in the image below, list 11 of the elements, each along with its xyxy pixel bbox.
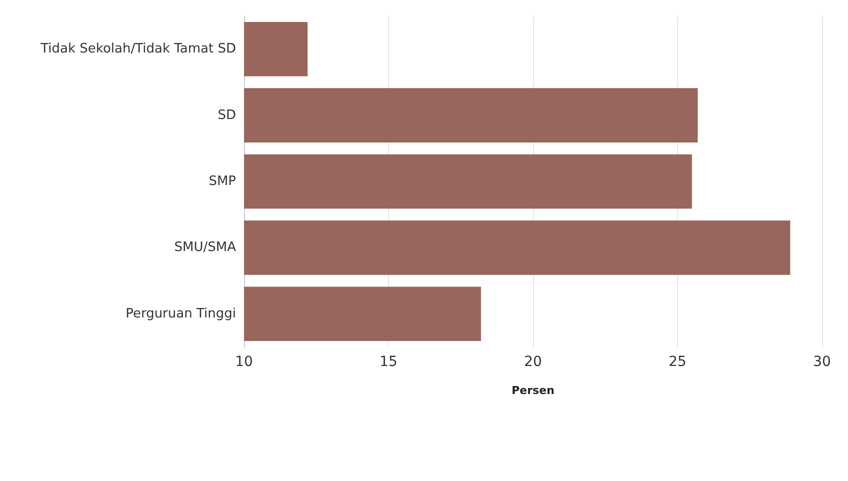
x-tick-label: 20	[524, 354, 542, 370]
x-tick-label: 15	[380, 354, 398, 370]
y-tick-label: SD	[218, 108, 236, 123]
y-tick-label: Perguruan Tinggi	[126, 306, 236, 322]
x-tick-label: 25	[668, 354, 686, 370]
x-axis-title: Persen	[512, 384, 554, 397]
x-tick-label: 10	[235, 354, 253, 370]
y-tick-label: SMU/SMA	[174, 240, 236, 256]
y-tick-label: Tidak Sekolah/Tidak Tamat SD	[40, 42, 236, 57]
y-tick-label: SMP	[208, 174, 236, 189]
x-tick-label: 30	[813, 354, 831, 370]
